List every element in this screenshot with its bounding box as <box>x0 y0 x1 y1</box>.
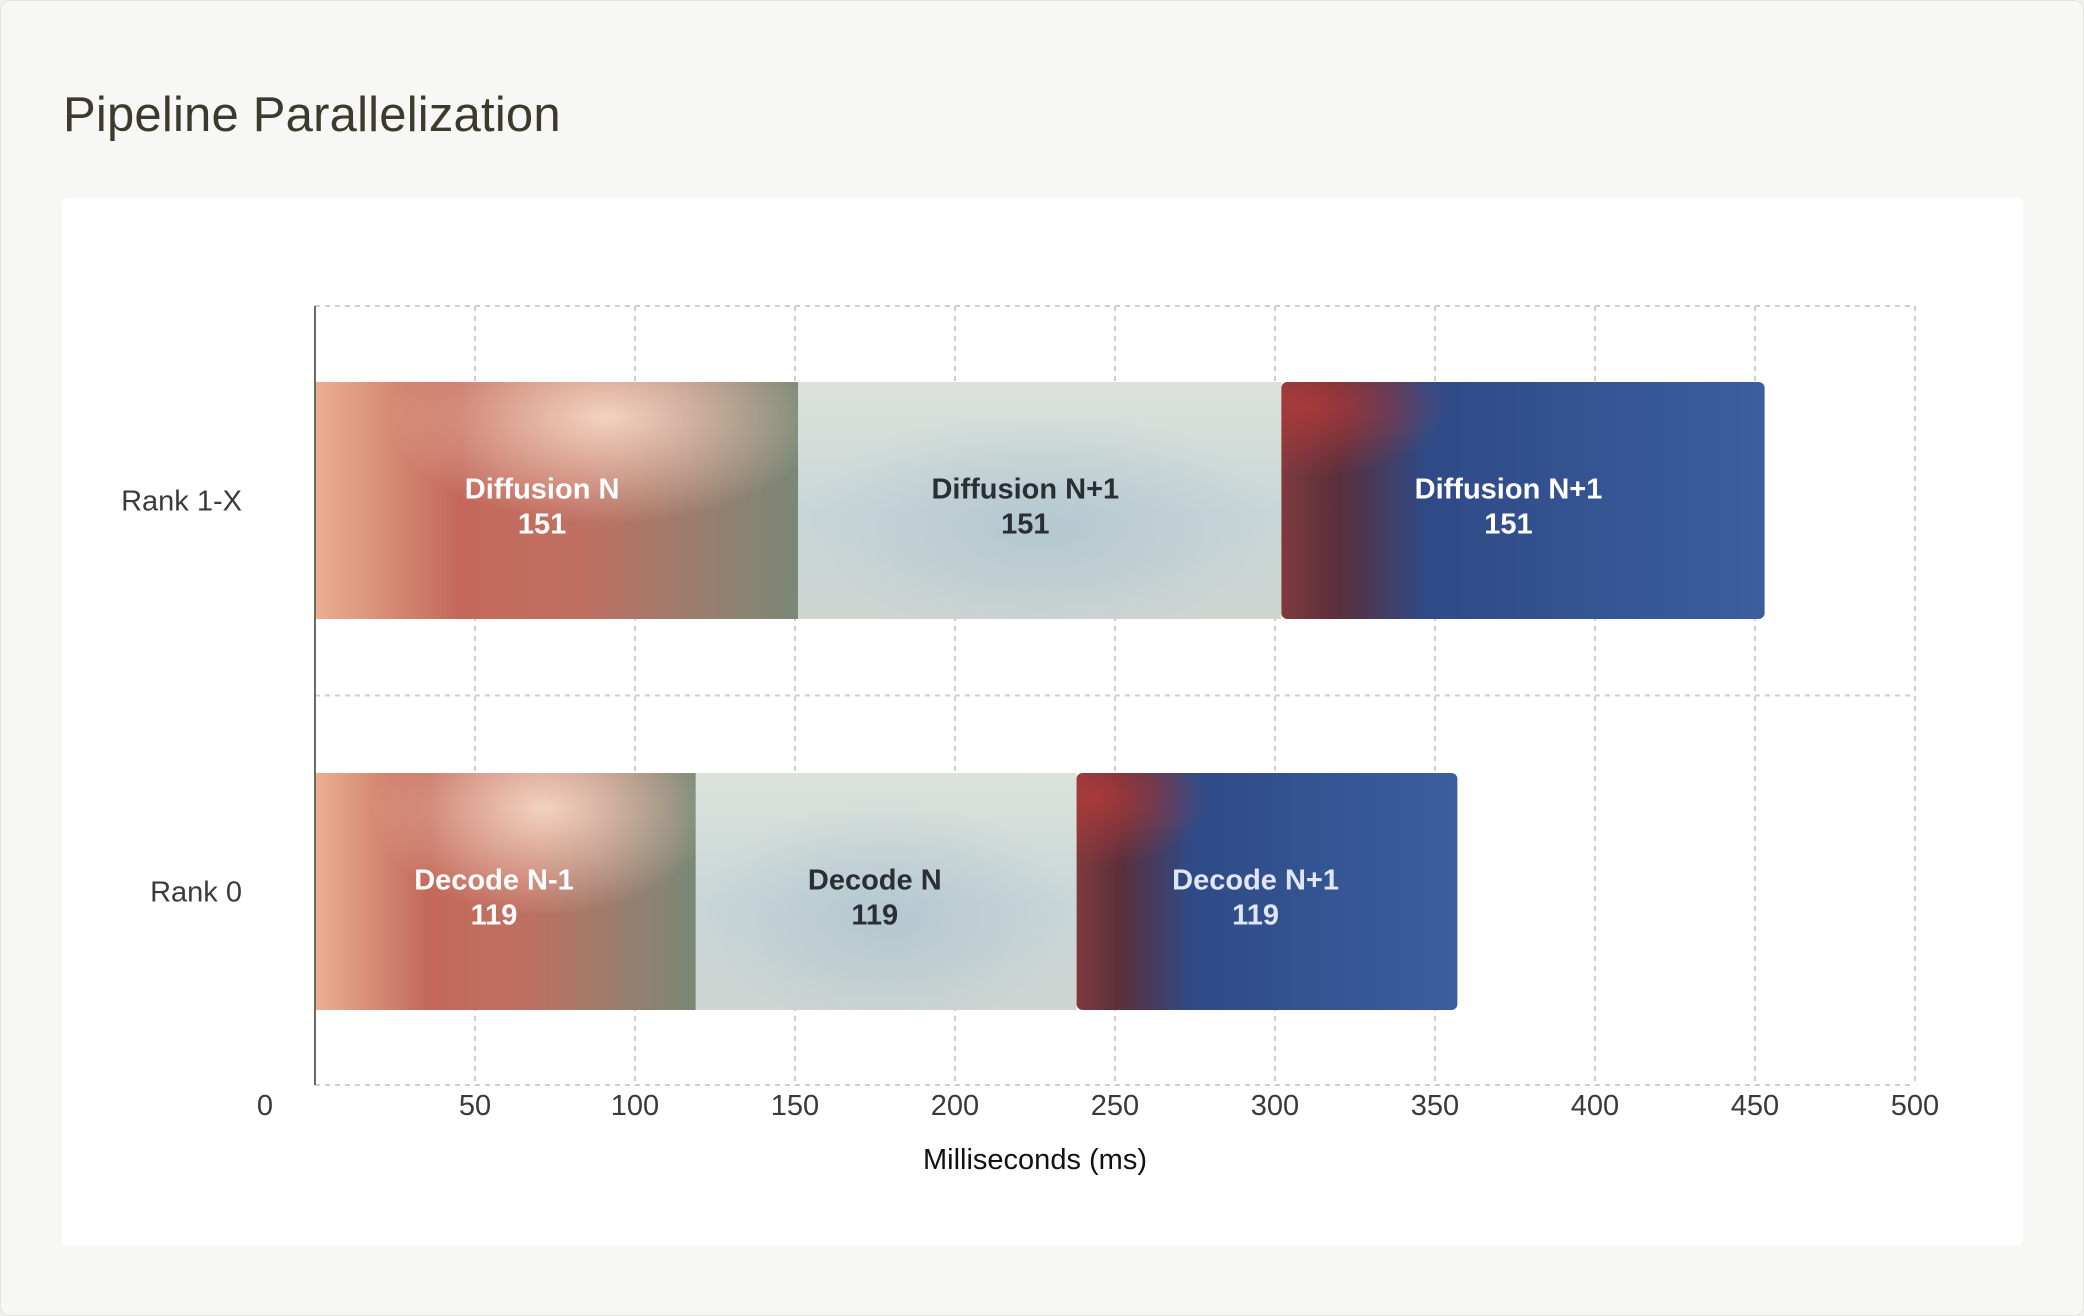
x-tick-label: 200 <box>931 1090 979 1122</box>
segment-name-label: Decode N+1 <box>1172 865 1339 897</box>
segment-value-label: 119 <box>1232 900 1279 932</box>
segment-name-label: Decode N <box>808 865 942 897</box>
segment-value-label: 119 <box>851 900 898 932</box>
bar-segment-shading <box>798 382 1282 619</box>
x-tick-label: 250 <box>1091 1090 1139 1122</box>
category-label: Rank 1-X <box>121 486 242 518</box>
x-tick-label: 0 <box>257 1090 273 1122</box>
x-tick-label: 500 <box>1891 1090 1939 1122</box>
bar-segment-shading <box>695 773 1077 1010</box>
bar-segment-shading <box>1281 382 1765 619</box>
bars-layer <box>315 382 1765 1010</box>
x-tick-label: 400 <box>1571 1090 1619 1122</box>
bar-segment-shading <box>315 773 696 1010</box>
bar-segment-shading <box>1076 773 1458 1010</box>
segment-value-label: 119 <box>471 900 518 932</box>
x-tick-label: 300 <box>1251 1090 1299 1122</box>
x-tick-label: 350 <box>1411 1090 1459 1122</box>
grid-layer <box>315 305 1916 1086</box>
x-tick-label: 100 <box>611 1090 659 1122</box>
chart-card <box>62 198 2023 1246</box>
x-tick-label: 150 <box>771 1090 819 1122</box>
category-label: Rank 0 <box>150 877 242 909</box>
segment-value-label: 151 <box>1484 509 1532 541</box>
bar-segment-shading <box>315 382 799 619</box>
x-tick-label: 450 <box>1731 1090 1779 1122</box>
segment-name-label: Decode N-1 <box>414 865 574 897</box>
segment-name-label: Diffusion N+1 <box>1415 474 1603 506</box>
segment-name-label: Diffusion N+1 <box>931 474 1119 506</box>
x-tick-label: 50 <box>459 1090 491 1122</box>
page-title: Pipeline Parallelization <box>63 88 561 142</box>
segment-value-label: 151 <box>1001 509 1049 541</box>
segment-name-label: Diffusion N <box>465 474 620 506</box>
x-axis-title: Milliseconds (ms) <box>923 1144 1147 1176</box>
labels-layer: 0 50 100 150 200 250 300 350 400 450 500 Rank 1-X Ra… <box>121 474 1939 1123</box>
segment-value-label: 151 <box>518 509 566 541</box>
